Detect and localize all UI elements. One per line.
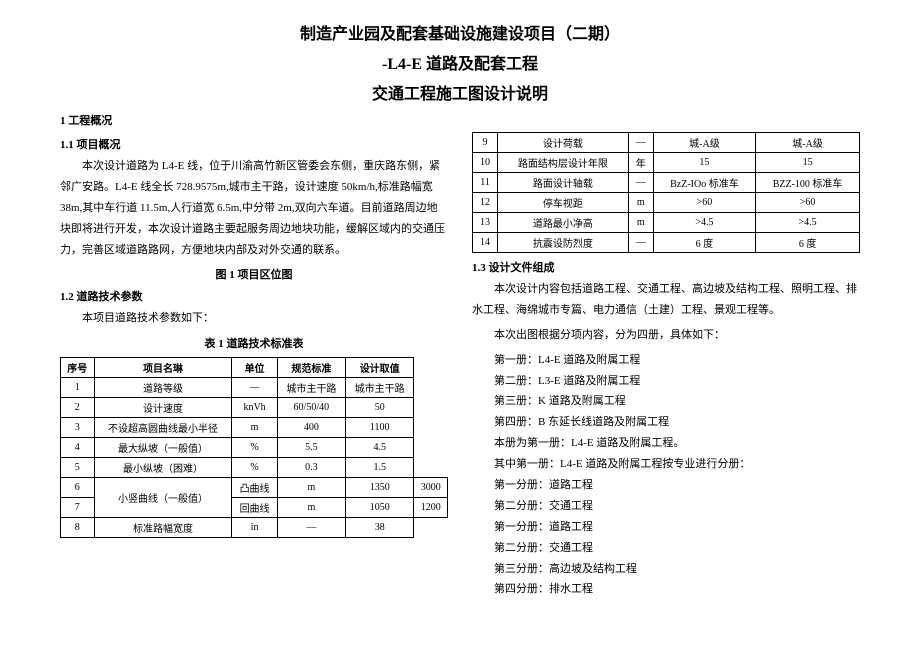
table-1-header-cell: 单位 [232, 358, 277, 378]
title-line-3: 交通工程施工图设计说明 [60, 80, 860, 104]
section-1-3-heading: 1.3 设计文件组成 [472, 259, 860, 275]
table-1-header-cell: 设计取值 [346, 358, 414, 378]
right-column: 9设计荷载—城-A级城-A级10路面结构层设计年限年151511路面设计轴载—B… [472, 132, 860, 600]
title-line-1: 制造产业园及配套基础设施建设项目（二期） [60, 20, 860, 44]
list-item: 第二分册：交通工程 [472, 538, 860, 559]
table-row: 12停车视距m>60>60 [473, 193, 860, 213]
list-item: 第一分册：道路工程 [472, 475, 860, 496]
table-row: 5最小纵坡（困难）%0.31.5 [61, 458, 448, 478]
list-item: 第二分册：交通工程 [472, 496, 860, 517]
list-item: 第一册：L4-E 道路及附属工程 [472, 350, 860, 371]
table-row: 6小竖曲线（一般值）凸曲线m13503000 [61, 478, 448, 498]
list-item: 第三册：K 道路及附属工程 [472, 391, 860, 412]
section-1-heading: 1 工程概况 [60, 112, 860, 128]
title-line-2: -L4-E 道路及配套工程 [60, 50, 860, 74]
table-row: 10路面结构层设计年限年1515 [473, 153, 860, 173]
table-row: 9设计荷载—城-A级城-A级 [473, 133, 860, 153]
table-row: 8标准路幅宽度in—38 [61, 518, 448, 538]
figure-1-caption: 图 1 项目区位图 [60, 266, 448, 282]
design-docs-para-2: 本次出图根据分项内容，分为四册，具体如下： [472, 325, 860, 346]
section-1-2-heading: 1.2 道路技术参数 [60, 288, 448, 304]
list-item: 第二册：L3-E 道路及附属工程 [472, 371, 860, 392]
table-row: 13道路最小净高m>4.5>4.5 [473, 213, 860, 233]
left-column: 1.1 项目概况 本次设计道路为 L4-E 线，位于川渝高竹新区管委会东侧，重庆… [60, 132, 448, 600]
table-1: 序号项目名琳单位规范标准设计取值 1道路等级—城市主干路城市主干路2设计速度kn… [60, 357, 448, 538]
list-item: 第四分册：排水工程 [472, 579, 860, 600]
list-item: 第一分册：道路工程 [472, 517, 860, 538]
table-row: 4最大纵坡（一般值）%5.54.5 [61, 438, 448, 458]
table-1-header-cell: 规范标准 [277, 358, 345, 378]
table-row: 11路面设计轴载—BzZ-IOo 标准车BZZ-100 标准车 [473, 173, 860, 193]
section-1-1-heading: 1.1 项目概况 [60, 136, 448, 152]
list-item: 本册为第一册：L4-E 道路及附属工程。 [472, 433, 860, 454]
list-item: 其中第一册：L4-E 道路及附属工程按专业进行分册： [472, 454, 860, 475]
table-row: 3不设超高圆曲线最小半径m4001100 [61, 418, 448, 438]
table-1-caption: 表 1 道路技术标准表 [60, 335, 448, 351]
params-intro: 本项目道路技术参数如下： [60, 308, 448, 329]
table-2: 9设计荷载—城-A级城-A级10路面结构层设计年限年151511路面设计轴载—B… [472, 132, 860, 253]
table-row: 2设计速度knVh60/50/4050 [61, 398, 448, 418]
table-row: 14抗震设防烈度—6 度6 度 [473, 233, 860, 253]
table-row: 1道路等级—城市主干路城市主干路 [61, 378, 448, 398]
list-item: 第三分册：高边坡及结构工程 [472, 559, 860, 580]
volume-list: 第一册：L4-E 道路及附属工程第二册：L3-E 道路及附属工程第三册：K 道路… [472, 350, 860, 601]
overview-paragraph: 本次设计道路为 L4-E 线，位于川渝高竹新区管委会东侧，重庆路东侧，紧邻广安路… [60, 156, 448, 260]
design-docs-para-1: 本次设计内容包括道路工程、交通工程、高边坡及结构工程、照明工程、排水工程、海绵城… [472, 279, 860, 321]
table-1-header-cell: 项目名琳 [94, 358, 232, 378]
list-item: 第四册：B 东延长线道路及附属工程 [472, 412, 860, 433]
table-1-header-cell: 序号 [61, 358, 95, 378]
